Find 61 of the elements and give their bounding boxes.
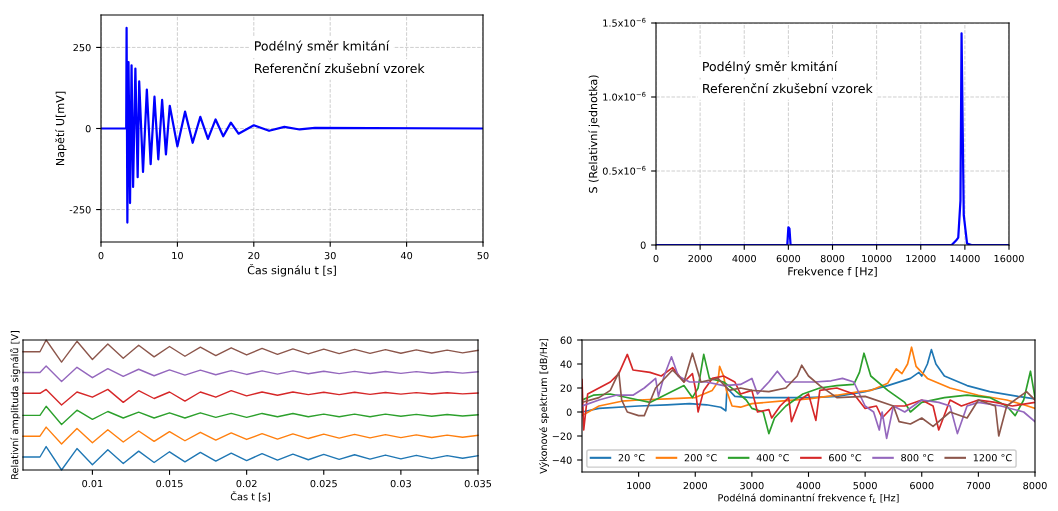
x-tick-label: 40 xyxy=(400,251,413,260)
legend-label: 400 °C xyxy=(756,454,789,462)
x-tick-label: 20 xyxy=(248,251,260,260)
y-tick-label: −20 xyxy=(552,432,572,440)
x-tick-label: 0.01 xyxy=(82,479,103,488)
x-tick-label: 12000 xyxy=(906,254,936,263)
legend-label: 800 °C xyxy=(901,454,934,462)
x-tick-label: 30 xyxy=(324,251,336,260)
x-axis-title: Podélná dominantní frekvence f$_{L}$ [Hz] xyxy=(718,493,899,503)
x-tick-label: 1000 xyxy=(627,481,651,490)
y-tick-label: 40 xyxy=(560,360,572,368)
y-tick-label: 0 xyxy=(566,408,572,416)
y-tick-label: 60 xyxy=(560,336,572,344)
x-tick-label: 0.02 xyxy=(236,479,257,488)
x-tick-label: 2000 xyxy=(688,254,712,263)
x-tick-label: 8000 xyxy=(820,254,845,263)
y-axis-title: Výkonové spektrum [dB/Hz] xyxy=(539,338,549,474)
x-tick-label: 0.03 xyxy=(390,479,411,488)
y-tick-label: 0 xyxy=(85,124,91,133)
y-tick-label: −40 xyxy=(552,456,572,464)
legend-label: 1200 °C xyxy=(973,454,1012,462)
x-tick-label: 0.025 xyxy=(310,479,337,488)
x-tick-label: 8000 xyxy=(1023,481,1047,490)
y-axis-title: S (Relativní jednotka) xyxy=(588,75,600,193)
x-tick-label: 0.035 xyxy=(464,479,492,488)
y-axis-title: Relativní amplituda signálů [V] xyxy=(9,331,21,479)
x-tick-label: 0 xyxy=(98,251,104,260)
annotation: Referenční zkušební vzorek xyxy=(255,62,425,74)
x-tick-label: 50 xyxy=(477,251,489,260)
x-axis-title: Čas t [s] xyxy=(230,491,270,502)
x-axis-title: Čas signálu t [s] xyxy=(247,263,336,277)
x-tick-label: 10 xyxy=(172,251,183,260)
x-tick-label: 7000 xyxy=(966,481,991,490)
x-tick-label: 4000 xyxy=(796,481,821,490)
annotation: Podélný směr kmitání xyxy=(703,61,838,74)
y-axis-title: Napětí U[mV] xyxy=(55,91,67,166)
x-tick-label: 6000 xyxy=(776,254,801,263)
x-tick-label: 5000 xyxy=(853,481,877,490)
x-tick-label: 16000 xyxy=(994,254,1024,263)
x-tick-label: 0.015 xyxy=(156,479,183,488)
y-tick-label: 1.5x10$^{−6}$ xyxy=(603,17,646,27)
x-tick-label: 10000 xyxy=(862,254,892,263)
x-tick-label: 6000 xyxy=(910,481,934,490)
legend-label: 20 °C xyxy=(618,454,645,462)
x-tick-label: 2000 xyxy=(683,481,707,490)
y-tick-label: 0.5x10$^{−6}$ xyxy=(602,165,646,175)
y-tick-label: 1.0x10$^{−6}$ xyxy=(603,91,646,101)
x-tick-label: 3000 xyxy=(740,481,764,490)
y-tick-label: 250 xyxy=(73,43,91,52)
annotation: Referenční zkušební vzorek xyxy=(703,83,873,94)
x-axis-title: Frekvence f [Hz] xyxy=(788,266,877,277)
legend-label: 600 °C xyxy=(829,454,862,462)
y-tick-label: 20 xyxy=(560,384,572,392)
legend-label: 200 °C xyxy=(684,454,717,462)
x-tick-label: 4000 xyxy=(732,254,756,263)
y-tick-label: -250 xyxy=(69,206,91,214)
line-series xyxy=(101,26,483,224)
y-tick-label: 0 xyxy=(640,241,646,249)
x-tick-label: 0 xyxy=(653,254,659,263)
annotation: Podélný směr kmitání xyxy=(255,40,390,54)
x-tick-label: 14000 xyxy=(950,254,980,263)
